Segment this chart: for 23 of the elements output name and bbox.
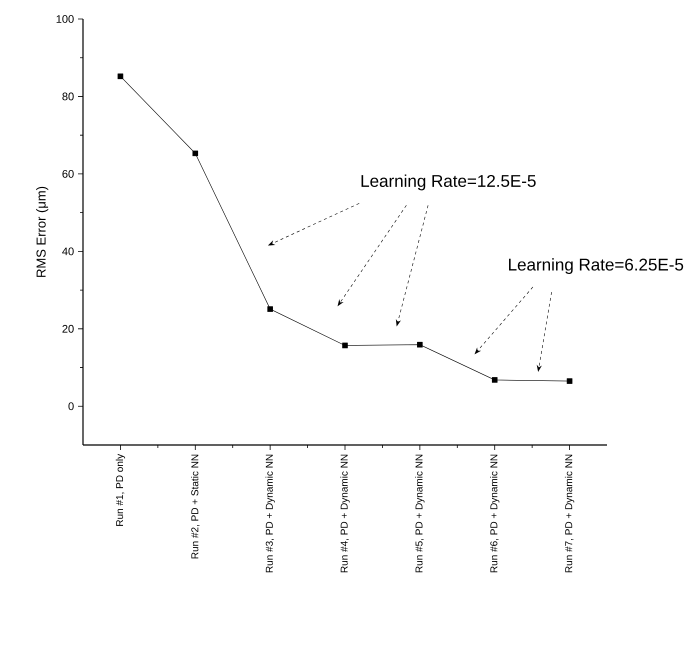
y-tick-label: 40 <box>62 247 74 256</box>
y-tick-label: 60 <box>62 170 74 178</box>
y-axis-title: RMS Error (μm) <box>36 186 48 277</box>
annotation: Learning Rate=6.25E-5 <box>509 258 684 274</box>
x-tick-label: Run #3, PD + Dynamic NN <box>265 454 275 572</box>
point <box>566 378 572 384</box>
point <box>492 377 498 383</box>
x-tick-label: Run #6, PD + Dynamic NN <box>490 454 500 572</box>
point <box>417 342 423 348</box>
y-tick-label: 100 <box>56 15 74 23</box>
x-tick-label: Run #4, PD + Dynamic NN <box>340 454 350 572</box>
point <box>342 342 348 348</box>
point <box>267 306 273 312</box>
point <box>118 74 124 80</box>
y-tick-label: 20 <box>62 324 74 333</box>
y-tick-label: 0 <box>68 402 74 410</box>
annotation: Learning Rate=12.5E-5 <box>362 174 536 190</box>
x-tick-label: Run #2, PD + Static NN <box>191 454 200 558</box>
x-tick-label: Run #7, PD + Dynamic NN <box>564 454 574 572</box>
x-tick-label: Run #1, PD only <box>116 454 126 526</box>
y-tick-label: 80 <box>62 92 74 100</box>
point <box>192 150 198 156</box>
x-tick-label: Run #5, PD + Dynamic NN <box>415 454 425 572</box>
